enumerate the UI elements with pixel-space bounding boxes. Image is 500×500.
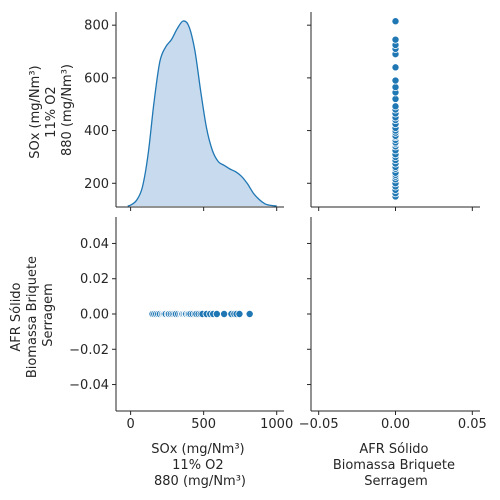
kde-panel-y-tick-label: 400: [84, 124, 109, 139]
y-axis-label-row2-line1: AFR Sólido: [9, 282, 24, 351]
scatter-panel-21-y-tick-label: 0.00: [80, 308, 109, 323]
kde-panel-sox: 200 400 600 800: [84, 12, 284, 211]
empty-panel-x-tick-label: 0.05: [458, 417, 487, 432]
y-axis-label-row1-line3: 880 (mg/Nm³): [60, 64, 75, 156]
kde-panel-y-tick-label: 600: [84, 71, 109, 86]
scatter-point: [392, 36, 399, 43]
scatter-point: [213, 310, 220, 317]
scatter-panel-afr-vs-sox: −0.04 −0.02 0.00 0.02 0.04 0 500 1000: [69, 217, 293, 432]
scatter-point: [392, 95, 399, 102]
scatter-panel-21-x-tick-label: 1000: [260, 417, 293, 432]
x-axis-label-col2: AFR Sólido Biomassa Briquete Serragem: [333, 442, 459, 489]
x-axis-label-col2-line2: Biomassa Briquete: [333, 458, 455, 473]
empty-panel-afr-diagonal: −0.05 0.00 0.05: [299, 217, 487, 432]
scatter-panel-21-y-tick-label: 0.02: [80, 272, 109, 287]
scatter-point: [392, 64, 399, 71]
scatter-point: [392, 84, 399, 91]
scatter-panel-sox-vs-afr: [307, 12, 480, 211]
scatter-point: [246, 310, 253, 317]
y-axis-label-row1-line1: SOx (mg/Nm³): [28, 65, 43, 158]
empty-panel-x-tick-label: −0.05: [299, 417, 339, 432]
x-axis-label-col1-line2: 11% O2: [172, 458, 224, 473]
x-axis-label-col1-line3: 880 (mg/Nm³): [154, 474, 246, 489]
scatter-point: [221, 310, 228, 317]
scatter-point: [392, 18, 399, 25]
y-axis-label-row2: AFR Sólido Biomassa Briquete Serragem: [9, 252, 56, 378]
kde-panel-y-tick-label: 800: [84, 19, 109, 34]
y-axis-label-row2-line3: Serragem: [41, 283, 56, 347]
x-axis-label-col2-line1: AFR Sólido: [359, 442, 428, 457]
scatter-panel-21-y-tick-label: 0.04: [80, 237, 109, 252]
x-axis-label-col1: SOx (mg/Nm³) 11% O2 880 (mg/Nm³): [151, 442, 249, 489]
y-axis-label-row2-line2: Biomassa Briquete: [25, 256, 40, 378]
scatter-panel-21-x-tick-label: 500: [191, 417, 216, 432]
scatter-panel-21-y-tick-label: −0.02: [69, 343, 109, 358]
scatter-point: [236, 310, 243, 317]
scatter-point: [392, 103, 399, 110]
y-axis-label-row1-line2: 11% O2: [44, 86, 59, 138]
empty-panel-x-tick-label: 0.00: [381, 417, 410, 432]
x-axis-label-col2-line3: Serragem: [364, 474, 428, 489]
scatter-panel-21-x-tick-label: 0: [126, 417, 134, 432]
scatter-point: [392, 77, 399, 84]
x-axis-label-col1-line1: SOx (mg/Nm³): [151, 442, 244, 457]
y-axis-label-row1: SOx (mg/Nm³) 11% O2 880 (mg/Nm³): [28, 61, 75, 159]
kde-panel-y-tick-label: 200: [84, 177, 109, 192]
scatter-panel-21-y-tick-label: −0.04: [69, 378, 109, 393]
kde-area: [128, 21, 277, 206]
